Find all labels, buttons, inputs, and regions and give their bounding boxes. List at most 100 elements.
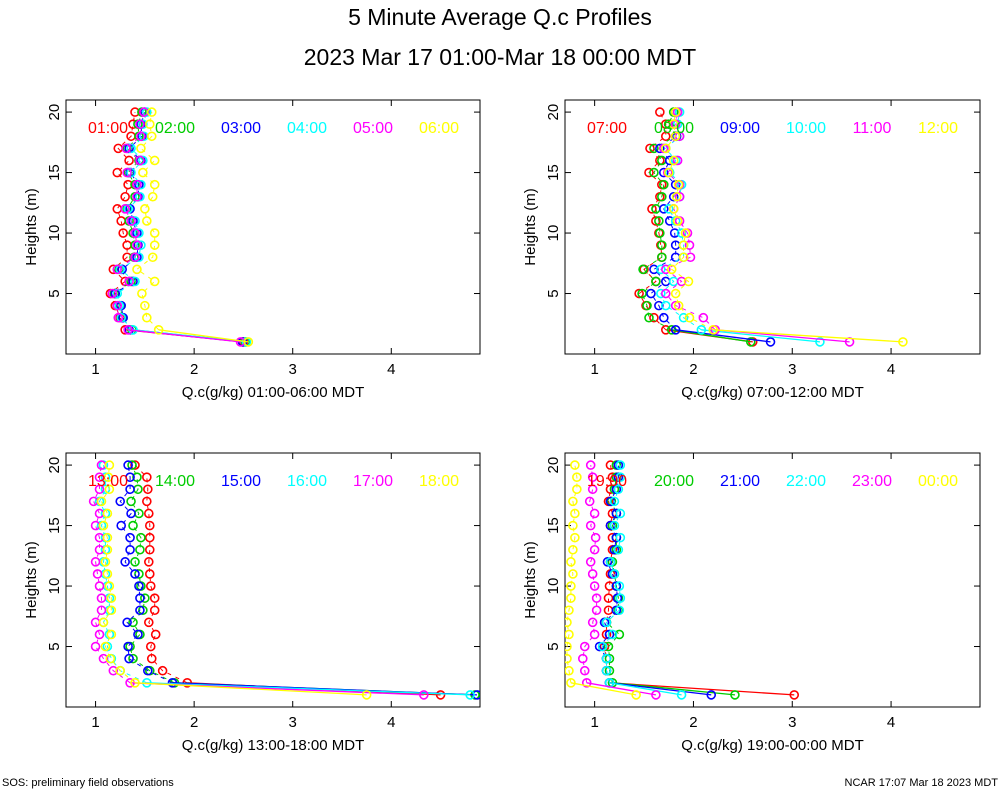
data-point (589, 581, 600, 591)
data-point (136, 143, 146, 154)
data-point (663, 119, 674, 129)
y-tick-label: 10 (545, 225, 562, 242)
data-point (587, 484, 598, 495)
data-point (615, 593, 626, 603)
x-axis-label: Q.c(g/kg) 13:00-18:00 MDT (182, 737, 365, 754)
data-point (597, 641, 608, 652)
data-point (656, 264, 666, 275)
data-point (615, 508, 626, 519)
series-line (671, 329, 751, 343)
y-tick-label: 5 (545, 642, 562, 650)
x-tick-label: 3 (289, 361, 297, 378)
series-line (111, 111, 145, 331)
data-point (585, 460, 596, 470)
data-point (123, 460, 133, 470)
data-point (112, 264, 123, 275)
data-point (90, 520, 101, 531)
data-point (135, 155, 145, 166)
data-point (609, 569, 620, 579)
x-tick-label: 3 (788, 361, 796, 378)
data-point (570, 460, 580, 470)
legend-label: 09:00 (720, 120, 760, 137)
y-tick-label: 15 (545, 517, 562, 534)
data-point (102, 532, 113, 543)
data-point (122, 617, 132, 628)
data-point (136, 240, 146, 250)
data-point (570, 508, 580, 519)
data-point (144, 557, 154, 567)
series-group (105, 107, 254, 347)
data-point (568, 569, 578, 579)
panel-3: 1 2 3 4 5 10 15 20 Q.c(g/kg) 13:00-18:00 MDT Heig… (23, 452, 481, 754)
x-tick-label: 1 (91, 714, 99, 731)
data-point (670, 325, 681, 335)
data-point (102, 508, 113, 519)
series-line (609, 682, 795, 696)
chart-title: 5 Minute Average Q.c Profiles (348, 4, 652, 30)
legend-label: 03:00 (221, 120, 261, 137)
data-point (106, 593, 117, 603)
data-point (157, 665, 168, 676)
data-point (134, 581, 144, 591)
data-point (96, 593, 107, 603)
data-point (140, 204, 150, 214)
legend-label: 02:00 (155, 120, 195, 137)
series-line (134, 682, 367, 696)
data-point (657, 191, 667, 202)
data-point (591, 605, 602, 616)
data-point (135, 605, 145, 616)
data-point (92, 569, 103, 579)
x-tick-label: 2 (689, 361, 697, 378)
data-point (128, 617, 138, 628)
data-point (126, 508, 136, 519)
y-tick-label: 10 (46, 225, 63, 242)
data-point (149, 605, 160, 616)
data-point (666, 264, 677, 275)
data-point (602, 557, 613, 567)
data-point (138, 155, 148, 166)
data-point (607, 629, 618, 640)
data-point (611, 508, 622, 519)
data-point (106, 629, 117, 640)
data-point (120, 204, 130, 214)
data-point (594, 641, 605, 652)
data-point (673, 300, 684, 311)
series-line (128, 329, 241, 343)
y-tick-label: 15 (545, 164, 562, 181)
data-point (104, 581, 115, 591)
data-point (615, 532, 626, 543)
x-tick-label: 4 (387, 361, 395, 378)
data-point (146, 131, 157, 142)
data-point (167, 678, 178, 688)
data-point (124, 653, 134, 664)
footer-right-note: NCAR 17:07 Mar 18 2023 MDT (844, 777, 998, 789)
data-point (655, 143, 665, 154)
data-point (144, 617, 154, 628)
data-point (127, 460, 137, 470)
y-tick-label: 15 (46, 517, 63, 534)
data-point (130, 678, 140, 688)
data-point (142, 312, 152, 323)
legend-label: 18:00 (419, 473, 459, 490)
data-point (419, 690, 429, 700)
plot-frame (65, 99, 481, 355)
data-point (140, 593, 150, 603)
y-axis-label: Heights (m) (522, 541, 539, 619)
data-point (673, 179, 684, 190)
data-point (579, 641, 590, 652)
plot-frame (564, 452, 981, 708)
data-point (655, 107, 665, 117)
data-point (647, 204, 657, 214)
data-point (659, 167, 669, 178)
data-point (123, 325, 133, 335)
legend-label: 07:00 (587, 120, 627, 137)
panel-2: 1 2 3 4 5 10 15 20 Q.c(g/kg) 07:00-12:00 MDT Heig… (522, 99, 981, 401)
x-axis-label: Q.c(g/kg) 07:00-12:00 MDT (681, 384, 864, 401)
data-point (651, 690, 661, 700)
data-point (601, 653, 612, 664)
data-point (815, 337, 825, 347)
data-point (605, 557, 616, 567)
legend-label: 04:00 (287, 120, 327, 137)
data-point (668, 119, 679, 129)
data-point (609, 496, 620, 507)
